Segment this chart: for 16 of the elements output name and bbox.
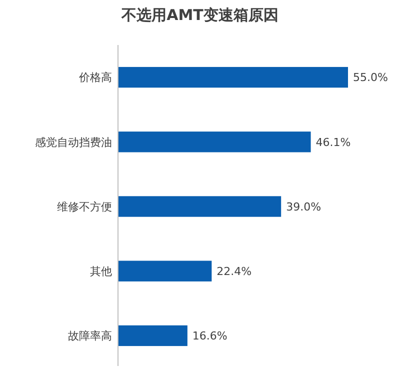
bar <box>118 260 212 282</box>
bar <box>118 66 348 88</box>
y-tick-label: 价格高 <box>78 71 112 84</box>
y-tick-label: 故障率高 <box>68 330 112 343</box>
data-label: 16.6% <box>192 330 228 343</box>
bar <box>118 132 311 152</box>
y-tick-label: 其他 <box>90 264 112 278</box>
data-label: 22.4% <box>216 264 252 278</box>
bar <box>118 325 188 346</box>
bar <box>118 196 282 217</box>
data-label: 55.0% <box>353 71 388 84</box>
data-label: 46.1% <box>316 136 351 149</box>
data-label: 39.0% <box>286 200 322 214</box>
y-tick-label: 感觉自动挡费油 <box>35 136 112 149</box>
y-tick-label: 维修不方便 <box>57 200 112 214</box>
chart-title: 不选用AMT变速箱原因 <box>120 6 278 24</box>
